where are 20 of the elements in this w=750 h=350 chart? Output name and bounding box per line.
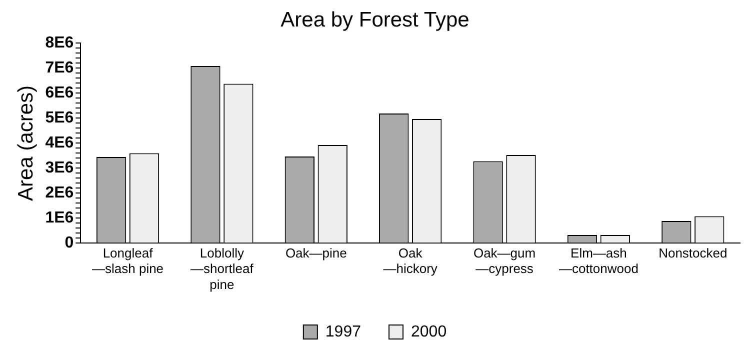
y-tick-label: 4E6 (45, 134, 74, 152)
y-tick-label: 3E6 (45, 160, 74, 177)
x-tick-label: Oak—gum—cypress (473, 246, 536, 276)
legend-label: 1997 (325, 323, 362, 340)
x-tick-label: Oak—hickory (383, 246, 438, 276)
chart-title: Area by Forest Type (280, 8, 470, 32)
y-tick-label: 7E6 (45, 60, 74, 77)
x-tick-label: Nonstocked (658, 246, 728, 261)
y-tick-label: 0 (64, 234, 74, 252)
y-tick-label: 6E6 (45, 84, 74, 102)
y-axis-title: Area (acres) (14, 85, 38, 201)
y-tick-label: 8E6 (45, 34, 74, 52)
x-tick-label: Longleaf—slash pine (92, 246, 164, 276)
legend-label: 2000 (411, 323, 447, 340)
y-tick-label: 5E6 (45, 110, 74, 127)
x-tick-label: Loblolly—shortleaf pine (190, 246, 254, 292)
x-tick-label: Oak—pine (285, 246, 347, 261)
y-tick-label: 2E6 (45, 184, 74, 202)
y-tick-label: 1E6 (45, 210, 74, 227)
x-tick-label: Elm—ash—cottonwood (558, 246, 638, 276)
